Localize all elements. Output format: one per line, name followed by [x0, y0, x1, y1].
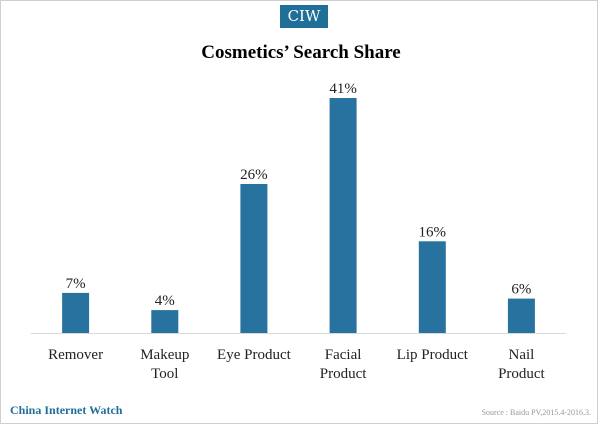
source-note: Source : Baidu PV,2015.4-2016.3.	[481, 408, 591, 417]
bar-2	[240, 184, 268, 333]
bar-5	[507, 298, 535, 333]
x-tick-label-2-0: Eye Product	[217, 347, 292, 363]
x-tick-label-5-1: Product	[498, 366, 545, 382]
x-tick-label-1-1: Tool	[151, 366, 178, 382]
data-label-1: 4%	[155, 293, 175, 309]
data-label-0: 7%	[66, 276, 86, 292]
x-tick-label-0-0: Remover	[48, 347, 103, 363]
bar-4	[418, 241, 446, 333]
data-label-2: 26%	[240, 167, 268, 183]
ciw-logo-badge: CIW	[280, 5, 328, 28]
chart-title: Cosmetics’ Search Share	[201, 42, 401, 63]
x-tick-label-3-1: Product	[320, 366, 367, 382]
bar-0	[62, 292, 90, 333]
x-tick-label-1-0: Makeup	[140, 347, 189, 363]
data-label-3: 41%	[329, 81, 357, 97]
china-internet-watch-brand: China Internet Watch	[10, 403, 123, 417]
data-label-4: 16%	[419, 224, 447, 240]
x-tick-label-4-0: Lip Product	[397, 347, 469, 363]
bar-1	[151, 310, 179, 333]
data-label-5: 6%	[511, 282, 531, 298]
bar-3	[329, 98, 357, 333]
x-tick-label-3-0: Facial	[325, 347, 362, 363]
x-tick-label-5-0: Nail	[508, 347, 534, 363]
